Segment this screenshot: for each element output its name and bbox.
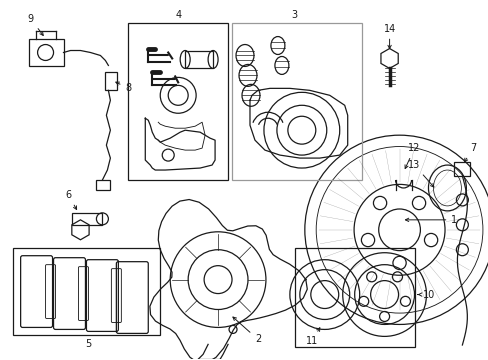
Text: 6: 6 xyxy=(65,190,77,210)
Text: 12: 12 xyxy=(404,143,420,168)
Text: 13: 13 xyxy=(407,160,433,187)
Text: 8: 8 xyxy=(116,82,131,93)
Text: 4: 4 xyxy=(175,10,181,20)
Text: 2: 2 xyxy=(232,317,261,345)
Text: 5: 5 xyxy=(85,339,91,349)
Bar xyxy=(128,23,227,180)
Text: 14: 14 xyxy=(383,24,395,49)
Bar xyxy=(232,23,361,180)
Text: 10: 10 xyxy=(417,289,435,300)
Bar xyxy=(13,248,160,336)
Text: 1: 1 xyxy=(405,215,457,225)
Text: 11: 11 xyxy=(305,328,319,346)
Bar xyxy=(29,39,63,67)
Bar xyxy=(105,72,117,90)
Text: 3: 3 xyxy=(291,10,297,20)
Bar xyxy=(185,50,213,68)
Text: 7: 7 xyxy=(464,143,475,162)
Bar xyxy=(96,180,110,190)
Bar xyxy=(294,248,414,347)
Bar xyxy=(453,162,469,176)
Text: 9: 9 xyxy=(27,14,43,35)
Bar xyxy=(72,213,102,225)
